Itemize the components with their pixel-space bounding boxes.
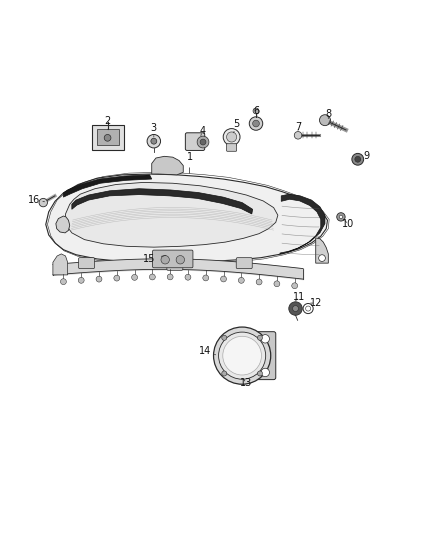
FancyBboxPatch shape	[97, 128, 119, 144]
Polygon shape	[53, 254, 67, 275]
Text: 3: 3	[151, 123, 157, 137]
Circle shape	[222, 371, 227, 376]
Circle shape	[293, 305, 298, 311]
Circle shape	[222, 335, 227, 341]
Polygon shape	[280, 194, 325, 254]
FancyBboxPatch shape	[78, 257, 95, 269]
Text: 12: 12	[310, 298, 322, 308]
Circle shape	[203, 275, 208, 281]
Circle shape	[253, 108, 259, 114]
Circle shape	[274, 281, 280, 287]
Circle shape	[151, 138, 157, 144]
Circle shape	[114, 275, 120, 281]
Circle shape	[96, 276, 102, 282]
Text: 7: 7	[295, 122, 301, 132]
Circle shape	[352, 154, 364, 165]
Text: 13: 13	[240, 378, 252, 389]
Polygon shape	[64, 175, 152, 197]
Circle shape	[238, 277, 244, 283]
Circle shape	[60, 279, 67, 285]
Circle shape	[355, 156, 361, 162]
Text: 1: 1	[187, 152, 193, 173]
Text: 10: 10	[343, 220, 355, 229]
FancyBboxPatch shape	[236, 257, 252, 269]
Circle shape	[161, 255, 170, 264]
Text: 2: 2	[104, 116, 111, 130]
Circle shape	[289, 302, 302, 316]
FancyBboxPatch shape	[236, 332, 276, 379]
Circle shape	[261, 368, 269, 377]
Text: 16: 16	[28, 195, 45, 205]
FancyBboxPatch shape	[152, 250, 193, 268]
Circle shape	[167, 274, 173, 280]
Circle shape	[319, 255, 325, 262]
Circle shape	[249, 117, 263, 130]
Circle shape	[197, 136, 209, 148]
Circle shape	[185, 274, 191, 280]
Circle shape	[219, 332, 266, 379]
FancyBboxPatch shape	[167, 260, 183, 270]
Text: 8: 8	[325, 109, 332, 119]
Circle shape	[256, 279, 262, 285]
Text: 15: 15	[143, 254, 166, 264]
Circle shape	[319, 115, 330, 126]
Circle shape	[294, 132, 302, 139]
Text: 4: 4	[199, 126, 205, 136]
Circle shape	[214, 327, 271, 384]
Polygon shape	[152, 156, 183, 175]
Polygon shape	[56, 216, 70, 233]
Circle shape	[104, 134, 111, 141]
Circle shape	[303, 303, 313, 313]
Circle shape	[306, 306, 311, 311]
Circle shape	[176, 255, 184, 264]
Circle shape	[149, 274, 155, 280]
Circle shape	[223, 128, 240, 146]
Circle shape	[223, 336, 261, 375]
Circle shape	[261, 335, 269, 343]
Circle shape	[132, 274, 138, 280]
Polygon shape	[66, 182, 278, 247]
Polygon shape	[72, 189, 253, 214]
FancyBboxPatch shape	[92, 125, 124, 150]
Circle shape	[221, 276, 226, 282]
Polygon shape	[316, 238, 328, 263]
Circle shape	[253, 120, 259, 127]
Circle shape	[200, 139, 206, 145]
Circle shape	[78, 277, 84, 283]
Text: 11: 11	[293, 292, 305, 302]
Text: 9: 9	[360, 151, 369, 161]
Circle shape	[258, 371, 262, 376]
Circle shape	[292, 283, 298, 289]
Circle shape	[147, 134, 161, 148]
Circle shape	[226, 132, 237, 142]
Text: 6: 6	[254, 106, 260, 116]
Text: 5: 5	[233, 118, 239, 133]
Circle shape	[39, 198, 47, 207]
Text: 14: 14	[199, 346, 215, 357]
Circle shape	[339, 215, 343, 219]
FancyBboxPatch shape	[226, 144, 237, 151]
Circle shape	[337, 213, 345, 221]
Polygon shape	[46, 174, 328, 262]
Circle shape	[258, 335, 262, 341]
FancyBboxPatch shape	[185, 133, 205, 150]
